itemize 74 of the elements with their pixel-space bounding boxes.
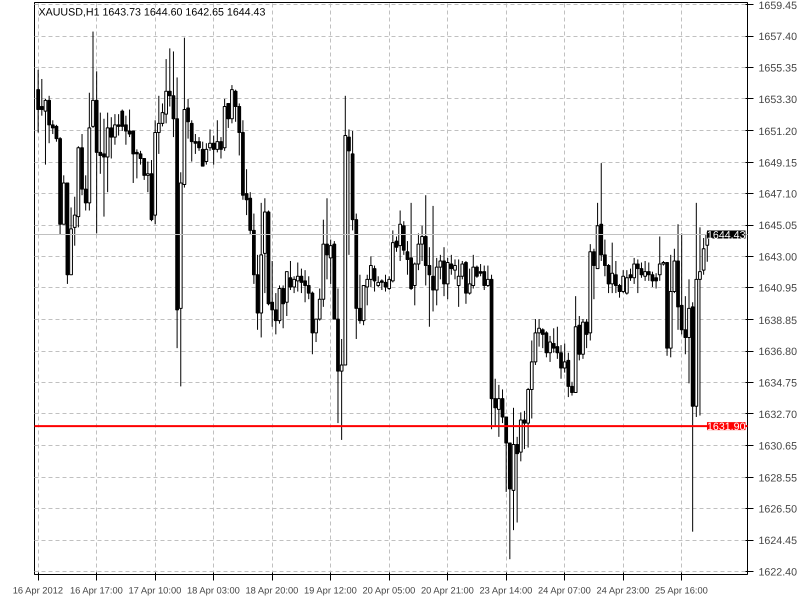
candlestick [621, 270, 626, 294]
x-tick-label: 18 Apr 03:00 [186, 586, 240, 596]
y-tick-label: 1632.70 [758, 408, 798, 421]
candlestick [559, 344, 563, 380]
candlestick [120, 109, 124, 132]
candlestick [610, 242, 614, 294]
x-tick-label: 23 Apr 14:00 [479, 586, 532, 596]
candlestick [482, 265, 486, 291]
y-tick-label: 1651.20 [758, 126, 798, 138]
x-tick-label: 24 Apr 23:00 [596, 586, 650, 596]
candlestick [292, 276, 296, 294]
y-tick-label: 1630.65 [758, 440, 798, 452]
x-tick-label: 16 Apr 2012 [12, 586, 64, 596]
candlestick [588, 244, 592, 341]
candlestick [222, 98, 227, 152]
candlestick [496, 384, 501, 438]
y-tick-label: 1624.45 [758, 535, 798, 548]
candlestick [442, 246, 446, 297]
y-tick-label: 1638.85 [758, 314, 798, 327]
candlestick [153, 120, 158, 225]
y-tick-label: 1647.10 [758, 188, 798, 201]
candlestick [230, 84, 234, 124]
y-tick-label: 1659.45 [758, 0, 798, 12]
candlestick [109, 116, 114, 159]
x-tick-label: 17 Apr 10:00 [128, 586, 182, 596]
candlestick [676, 224, 680, 330]
candlestick [303, 270, 307, 303]
y-tick-label: 1643.00 [758, 251, 798, 264]
candlestick [456, 258, 461, 308]
candlestick [544, 330, 548, 358]
candlestick [668, 254, 673, 358]
candlestick [384, 274, 388, 292]
candlestick [259, 202, 264, 338]
candlestick [164, 58, 168, 124]
x-tick-label: 20 Apr 21:00 [420, 586, 474, 596]
candlestick [446, 257, 450, 300]
candlestick [694, 202, 698, 418]
y-tick-label: 1645.05 [758, 220, 798, 232]
x-tick-label: 18 Apr 20:00 [245, 586, 298, 596]
y-tick-label: 1640.95 [758, 282, 798, 295]
candlestick [643, 260, 647, 282]
chart-title: XAUUSD,H1 1643.73 1644.60 1642.65 1644.43 [38, 6, 266, 18]
candlestick [658, 236, 662, 282]
y-tick-label: 1622.40 [758, 566, 798, 578]
y-tick-label: 1649.15 [758, 157, 798, 170]
x-tick-label: 20 Apr 05:00 [362, 586, 416, 596]
x-tick-label: 19 Apr 12:00 [304, 586, 357, 596]
candlestick [116, 114, 120, 136]
ref-line-label: 1644.43 [706, 230, 746, 242]
candlestick [624, 270, 629, 296]
candlestick [650, 271, 654, 288]
candlestick [372, 265, 376, 292]
candlestick [614, 260, 618, 294]
candlestick [552, 328, 556, 354]
candlestick [424, 194, 428, 286]
candlestick [540, 328, 545, 349]
y-tick-label: 1634.75 [758, 378, 798, 390]
y-tick-label: 1628.55 [758, 472, 798, 484]
x-tick-label: 24 Apr 07:00 [538, 586, 591, 596]
candlestick [87, 92, 92, 211]
y-tick-label: 1636.80 [758, 346, 798, 358]
candlestick [581, 318, 585, 360]
x-tick-label: 25 Apr 16:00 [654, 586, 708, 596]
candlestick [102, 118, 106, 218]
y-tick-label: 1626.50 [758, 504, 798, 516]
candlestick [369, 256, 373, 288]
candlestick [636, 258, 640, 294]
x-tick-label: 16 Apr 17:00 [70, 586, 123, 596]
candlestick [204, 142, 208, 166]
y-tick-label: 1653.30 [758, 94, 798, 106]
candlestick [680, 232, 684, 335]
y-tick-label: 1655.35 [758, 62, 798, 74]
candlestick [464, 260, 468, 304]
y-tick-label: 1657.40 [758, 31, 798, 44]
